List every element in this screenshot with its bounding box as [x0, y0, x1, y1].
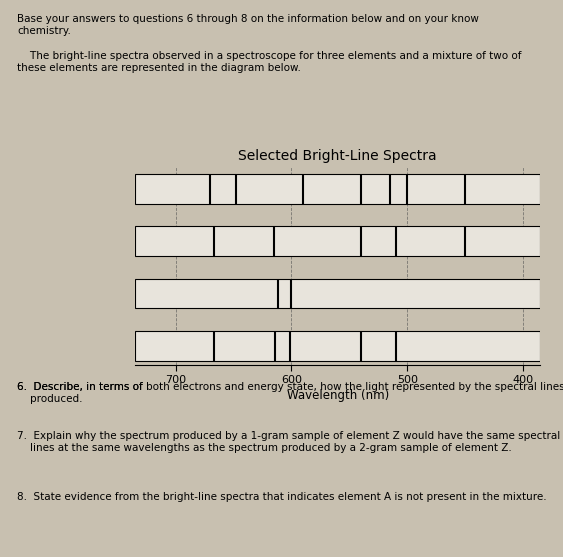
Bar	[135, 278, 540, 308]
Text: 6.  Describe, in terms of: 6. Describe, in terms of	[17, 382, 146, 392]
Text: 8.  State evidence from the bright-line spectra that indicates element A is not : 8. State evidence from the bright-line s…	[17, 492, 547, 502]
Bar	[135, 331, 540, 360]
Text: chemistry.: chemistry.	[17, 26, 71, 36]
Title: Selected Bright-Line Spectra: Selected Bright-Line Spectra	[239, 149, 437, 163]
Text: 7.  Explain why the spectrum produced by a 1-gram sample of element Z would have: 7. Explain why the spectrum produced by …	[17, 431, 560, 441]
Text: lines at the same wavelengths as the spectrum produced by a 2-gram sample of ele: lines at the same wavelengths as the spe…	[17, 443, 512, 453]
X-axis label: Wavelength (nm): Wavelength (nm)	[287, 389, 389, 402]
Text: 6.  Describe, in terms of both electrons and energy state, how the light represe: 6. Describe, in terms of both electrons …	[17, 382, 563, 392]
Bar	[135, 226, 540, 256]
Text: produced.: produced.	[17, 394, 82, 404]
Text: The bright-line spectra observed in a spectroscope for three elements and a mixt: The bright-line spectra observed in a sp…	[17, 51, 521, 61]
Bar	[135, 174, 540, 204]
Text: Base your answers to questions 6 through 8 on the information below and on your : Base your answers to questions 6 through…	[17, 14, 479, 24]
Text: these elements are represented in the diagram below.: these elements are represented in the di…	[17, 63, 301, 73]
